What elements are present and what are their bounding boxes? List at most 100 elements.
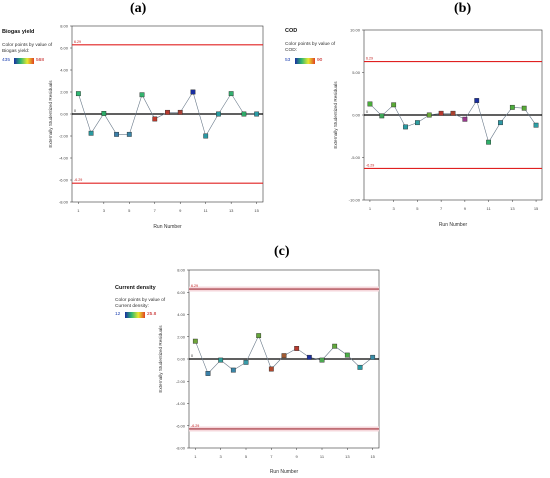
residual-point bbox=[256, 333, 262, 339]
x-tick-label: 3 bbox=[220, 454, 223, 459]
panel-letter-a: (a) bbox=[130, 1, 147, 16]
upper-limit-label: 6.29 bbox=[191, 284, 198, 288]
y-tick-label: -2.00 bbox=[176, 379, 186, 384]
residual-point bbox=[438, 110, 444, 116]
x-tick-label: 3 bbox=[103, 208, 106, 213]
residual-point bbox=[306, 354, 312, 360]
residual-point bbox=[101, 111, 107, 116]
x-tick-label: 11 bbox=[204, 208, 209, 213]
y-tick-label: 0.00 bbox=[177, 357, 186, 362]
x-tick-label: 11 bbox=[320, 454, 325, 459]
residual-point bbox=[254, 111, 260, 117]
x-tick-label: 13 bbox=[510, 206, 515, 211]
x-tick-label: 1 bbox=[77, 208, 80, 213]
panel-b: (b) COD Color points by value of COD: 53… bbox=[275, 0, 550, 232]
residual-point bbox=[426, 112, 432, 118]
response-title-a: Biogas yield bbox=[2, 29, 35, 35]
residual-point bbox=[205, 371, 211, 376]
lower-limit-label: -6.29 bbox=[74, 178, 82, 182]
y-tick-label: 6.00 bbox=[60, 46, 69, 51]
zero-label: 0 bbox=[191, 354, 193, 358]
residual-point bbox=[332, 343, 338, 349]
lower-limit-label: -6.29 bbox=[191, 424, 199, 428]
residual-point bbox=[241, 111, 247, 117]
color-legend-min-c: 12 bbox=[115, 312, 121, 317]
color-legend-label-a: Color points by value of Biogas yield: bbox=[2, 43, 52, 55]
color-legend-min-a: 435 bbox=[2, 58, 11, 63]
residual-point bbox=[521, 105, 527, 111]
zero-label: 0 bbox=[74, 109, 76, 113]
y-tick-label: -5.00 bbox=[351, 155, 361, 160]
color-gradient-bar-c bbox=[125, 312, 145, 318]
residual-point bbox=[379, 113, 385, 119]
y-tick-label: -2.00 bbox=[59, 134, 69, 139]
x-tick-label: 5 bbox=[128, 208, 131, 213]
residual-point bbox=[218, 357, 224, 363]
x-tick-label: 15 bbox=[534, 206, 539, 211]
residual-point bbox=[281, 353, 287, 359]
x-tick-label: 11 bbox=[487, 206, 492, 211]
y-tick-label: 2.00 bbox=[60, 90, 69, 95]
y-tick-label: -4.00 bbox=[59, 156, 69, 161]
residual-point bbox=[509, 104, 515, 110]
color-legend-max-c: 25.8 bbox=[147, 312, 157, 317]
panel-letter-c: (c) bbox=[274, 244, 290, 259]
color-gradient-bar-a bbox=[14, 58, 34, 64]
x-tick-label: 7 bbox=[154, 208, 157, 213]
x-tick-label: 9 bbox=[296, 454, 299, 459]
y-tick-label: 4.00 bbox=[60, 68, 69, 73]
response-title-b: COD bbox=[285, 28, 298, 34]
residual-point bbox=[152, 116, 158, 122]
residual-point bbox=[486, 139, 491, 145]
color-legend-min-b: 53 bbox=[285, 58, 291, 63]
color-gradient-bar-b bbox=[295, 58, 315, 64]
residual-point bbox=[139, 92, 145, 98]
panel-c: (c) Current density Color points by valu… bbox=[100, 240, 390, 478]
panel-letter-b: (b) bbox=[454, 1, 472, 16]
x-tick-label: 1 bbox=[369, 206, 372, 211]
residual-point bbox=[75, 91, 81, 97]
x-tick-label: 3 bbox=[393, 206, 396, 211]
y-tick-label: -8.00 bbox=[59, 200, 69, 205]
residual-point bbox=[190, 89, 196, 95]
residual-point bbox=[114, 131, 119, 137]
residual-point bbox=[203, 133, 209, 139]
residual-point bbox=[192, 338, 198, 344]
x-tick-label: 15 bbox=[370, 454, 375, 459]
y-tick-label: 8.00 bbox=[60, 24, 69, 29]
residual-point bbox=[367, 101, 373, 107]
residual-point bbox=[344, 352, 350, 358]
residual-point bbox=[268, 366, 274, 372]
response-title-c: Current density bbox=[115, 285, 156, 291]
y-tick-label: -6.00 bbox=[176, 423, 186, 428]
y-tick-label: 2.00 bbox=[177, 334, 186, 339]
y-tick-label: -8.00 bbox=[176, 446, 186, 451]
x-tick-label: 5 bbox=[416, 206, 419, 211]
residual-point bbox=[177, 109, 183, 115]
y-tick-label: 10.00 bbox=[350, 28, 361, 33]
residual-point bbox=[414, 120, 420, 126]
x-tick-label: 5 bbox=[245, 454, 248, 459]
y-tick-label: 4.00 bbox=[177, 312, 186, 317]
x-tick-label: 13 bbox=[345, 454, 350, 459]
residual-point bbox=[319, 357, 325, 363]
residual-chart-c: 8.00 6.00 4.00 2.00 0.00 -2.00 -4.00 -6.00 -8.00… bbox=[158, 268, 380, 475]
y-axis-label: Externally Studentized Residuals bbox=[48, 80, 53, 148]
y-tick-label: -6.00 bbox=[59, 178, 69, 183]
residual-point bbox=[462, 116, 468, 122]
x-axis-label: Run Number bbox=[270, 469, 299, 475]
residual-chart-a: 8.00 6.00 4.00 2.00 0.00 -2.00 -4.00 -6.00 -8.00… bbox=[48, 24, 264, 230]
color-legend-label-c: Color points by value of Current density… bbox=[115, 298, 165, 310]
x-tick-label: 9 bbox=[464, 206, 467, 211]
y-tick-label: 6.00 bbox=[177, 290, 186, 295]
y-tick-label: 8.00 bbox=[177, 268, 186, 273]
color-legend-line2-c: Current density: bbox=[115, 304, 149, 309]
x-tick-label: 9 bbox=[179, 208, 182, 213]
x-tick-label: 7 bbox=[270, 454, 273, 459]
residual-point bbox=[450, 110, 456, 116]
upper-limit-label: 6.29 bbox=[366, 57, 373, 61]
residual-point bbox=[228, 91, 234, 97]
color-legend-line2-b: COD: bbox=[285, 48, 297, 53]
residual-point bbox=[498, 120, 503, 126]
color-legend-line1-a: Color points by value of bbox=[2, 43, 53, 48]
